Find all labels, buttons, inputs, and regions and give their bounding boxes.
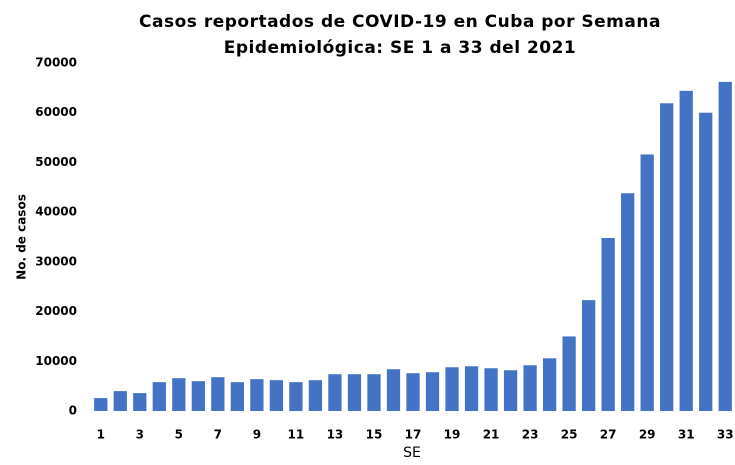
x-tick-label: 29: [639, 428, 656, 442]
bar: [94, 398, 108, 411]
bar: [133, 393, 147, 411]
y-tick-label: 60000: [35, 105, 77, 119]
x-tick-label: 21: [483, 428, 500, 442]
y-tick-label: 0: [69, 404, 77, 418]
y-tick-label: 40000: [35, 205, 77, 219]
y-tick-label: 50000: [35, 155, 77, 169]
bar: [289, 382, 303, 411]
x-tick-label: 33: [717, 428, 734, 442]
chart-title: Epidemiológica: SE 1 a 33 del 2021: [224, 38, 577, 58]
bar: [406, 373, 420, 411]
bar: [386, 369, 401, 411]
bar: [621, 193, 635, 411]
bar: [367, 374, 381, 411]
bar: [230, 382, 244, 411]
x-axis-label: SE: [403, 445, 421, 461]
bar: [464, 366, 479, 411]
bar: [113, 391, 127, 411]
x-tick-label: 19: [444, 428, 461, 442]
x-tick-label: 31: [678, 428, 695, 442]
x-tick-label: 7: [214, 428, 222, 442]
bar: [640, 154, 654, 411]
y-tick-label: 70000: [35, 56, 77, 70]
bar: [269, 380, 284, 411]
x-tick-label: 23: [522, 428, 539, 442]
bar: [250, 379, 264, 411]
bar: [308, 380, 323, 411]
x-tick-label: 3: [136, 428, 144, 442]
bar: [172, 378, 186, 411]
x-tick-label: 25: [561, 428, 578, 442]
bar: [562, 336, 576, 411]
x-tick-label: 17: [405, 428, 422, 442]
bar: [152, 382, 166, 411]
y-tick-label: 20000: [35, 304, 77, 318]
bar: [601, 237, 615, 411]
x-tick-label: 13: [327, 428, 344, 442]
chart-title: Casos reportados de COVID-19 en Cuba por…: [139, 12, 661, 32]
x-tick-label: 15: [366, 428, 383, 442]
bar: [211, 377, 225, 411]
x-tick-label: 5: [175, 428, 183, 442]
bar: [445, 367, 459, 411]
bar: [582, 300, 596, 411]
bar: [425, 372, 440, 411]
bar: [542, 358, 557, 411]
bar: [503, 370, 518, 411]
y-tick-label: 30000: [35, 254, 77, 268]
bar: [328, 374, 342, 411]
x-tick-label: 9: [253, 428, 261, 442]
bar: [191, 381, 205, 411]
bar: [699, 112, 713, 411]
y-axis-label: No. de casos: [15, 194, 29, 280]
bar: [679, 90, 693, 411]
bar: [660, 103, 674, 412]
x-tick-label: 1: [97, 428, 105, 442]
x-tick-label: 27: [600, 428, 617, 442]
bar: [523, 365, 537, 411]
bar: [484, 368, 498, 411]
bar: [718, 81, 732, 412]
y-tick-label: 10000: [35, 354, 77, 368]
bar: [347, 374, 362, 411]
x-tick-label: 11: [288, 428, 305, 442]
